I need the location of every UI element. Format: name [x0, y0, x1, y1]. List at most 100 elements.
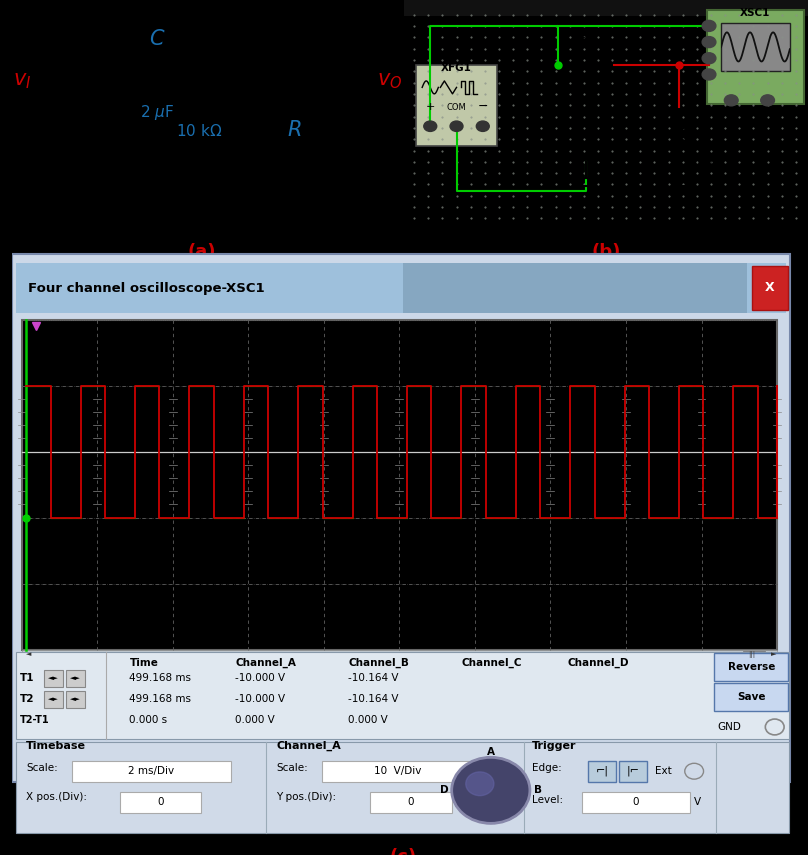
Circle shape	[761, 95, 775, 106]
Text: ◄►: ◄►	[48, 696, 59, 702]
Text: ►: ►	[771, 652, 776, 657]
FancyBboxPatch shape	[582, 792, 690, 813]
Text: 0: 0	[158, 797, 164, 807]
Text: Level:: Level:	[532, 795, 563, 805]
Text: COM: COM	[447, 103, 466, 112]
Text: ⌐|: ⌐|	[595, 766, 608, 776]
Text: −: −	[478, 100, 488, 113]
Text: 2 ms/Div: 2 ms/Div	[128, 766, 175, 776]
Text: Time: Time	[129, 658, 158, 668]
Circle shape	[702, 69, 716, 80]
FancyBboxPatch shape	[22, 651, 777, 658]
Text: 10  V/Div: 10 V/Div	[374, 766, 422, 776]
Circle shape	[452, 758, 530, 823]
Text: $C$: $C$	[149, 29, 166, 50]
Text: $2\ \mu\mathrm{F}$: $2\ \mu\mathrm{F}$	[141, 103, 175, 121]
Text: ◄: ◄	[26, 652, 32, 657]
FancyBboxPatch shape	[72, 761, 231, 781]
Circle shape	[724, 95, 739, 106]
Text: 0: 0	[633, 797, 639, 807]
Text: $10\ \mathrm{k}\Omega$: $10\ \mathrm{k}\Omega$	[176, 123, 222, 139]
Text: (c): (c)	[389, 848, 417, 855]
Text: 0: 0	[408, 797, 415, 807]
Text: R1: R1	[688, 92, 703, 103]
Text: D: D	[440, 786, 448, 795]
FancyBboxPatch shape	[44, 691, 63, 708]
FancyBboxPatch shape	[404, 0, 808, 16]
Text: $R$: $R$	[287, 120, 301, 140]
FancyBboxPatch shape	[66, 691, 85, 708]
Text: T2: T2	[20, 694, 35, 705]
FancyBboxPatch shape	[619, 761, 647, 781]
FancyBboxPatch shape	[120, 792, 201, 813]
Text: Scale:: Scale:	[26, 763, 58, 773]
FancyBboxPatch shape	[752, 266, 788, 310]
Text: XFG1: XFG1	[441, 63, 472, 74]
Text: A: A	[486, 747, 494, 757]
Text: 499.168 ms: 499.168 ms	[129, 694, 191, 705]
FancyBboxPatch shape	[743, 651, 765, 657]
Text: $v_I$: $v_I$	[13, 71, 32, 91]
Text: B: B	[534, 786, 541, 795]
Circle shape	[477, 121, 490, 132]
FancyBboxPatch shape	[370, 792, 452, 813]
FancyBboxPatch shape	[22, 320, 777, 650]
Text: ◄►: ◄►	[48, 675, 59, 681]
Text: Reverse: Reverse	[727, 662, 775, 672]
Text: ◄►: ◄►	[70, 696, 81, 702]
Text: X pos.(Div):: X pos.(Div):	[26, 793, 87, 802]
Text: -10.000 V: -10.000 V	[235, 673, 285, 683]
Text: T2-T1: T2-T1	[20, 716, 49, 725]
Text: Timebase: Timebase	[26, 740, 86, 751]
Text: Trigger: Trigger	[532, 740, 577, 751]
FancyBboxPatch shape	[714, 683, 788, 711]
FancyBboxPatch shape	[722, 23, 789, 71]
Text: Channel_D: Channel_D	[567, 657, 629, 668]
Text: Channel_A: Channel_A	[235, 657, 296, 668]
Text: Scale:: Scale:	[276, 763, 308, 773]
FancyBboxPatch shape	[16, 652, 789, 739]
Text: V: V	[694, 797, 701, 807]
Text: 499.168 ms: 499.168 ms	[129, 673, 191, 683]
FancyBboxPatch shape	[16, 741, 789, 833]
Text: Y pos.(Div):: Y pos.(Div):	[276, 793, 337, 802]
Text: (a): (a)	[187, 243, 217, 261]
Text: Four channel oscilloscope-XSC1: Four channel oscilloscope-XSC1	[27, 282, 264, 295]
Text: Channel_A: Channel_A	[276, 740, 341, 751]
FancyBboxPatch shape	[714, 653, 788, 681]
Text: $v_O$: $v_O$	[377, 71, 402, 91]
Text: Channel_C: Channel_C	[462, 657, 522, 668]
Text: Edge:: Edge:	[532, 763, 562, 773]
Text: $10k\Omega$: $10k\Omega$	[691, 156, 718, 168]
FancyBboxPatch shape	[16, 263, 786, 313]
Text: Channel_B: Channel_B	[348, 657, 410, 668]
FancyBboxPatch shape	[707, 9, 804, 103]
Text: GND: GND	[718, 722, 742, 732]
Text: 0.000 s: 0.000 s	[129, 716, 167, 725]
Circle shape	[423, 121, 436, 132]
FancyBboxPatch shape	[403, 263, 747, 313]
Text: +: +	[426, 102, 435, 112]
Text: Ext: Ext	[655, 765, 671, 775]
FancyBboxPatch shape	[587, 761, 616, 781]
Text: Save: Save	[737, 693, 765, 702]
Text: -10.000 V: -10.000 V	[235, 694, 285, 705]
Text: T1: T1	[20, 673, 35, 683]
Text: |||: |||	[747, 651, 755, 657]
Text: C1: C1	[579, 38, 593, 47]
Text: ◄►: ◄►	[70, 675, 81, 681]
Text: XSC1: XSC1	[740, 9, 771, 18]
Circle shape	[465, 772, 494, 796]
Circle shape	[702, 53, 716, 64]
Text: -10.164 V: -10.164 V	[348, 673, 399, 683]
Text: |⌐: |⌐	[627, 766, 640, 776]
Text: -10.164 V: -10.164 V	[348, 694, 399, 705]
Text: (b): (b)	[591, 243, 621, 261]
FancyBboxPatch shape	[12, 254, 790, 781]
FancyBboxPatch shape	[44, 669, 63, 687]
Text: 0.000 V: 0.000 V	[348, 716, 388, 725]
Circle shape	[450, 121, 463, 132]
Text: 0.000 V: 0.000 V	[235, 716, 275, 725]
Circle shape	[702, 21, 716, 32]
FancyBboxPatch shape	[322, 761, 473, 781]
